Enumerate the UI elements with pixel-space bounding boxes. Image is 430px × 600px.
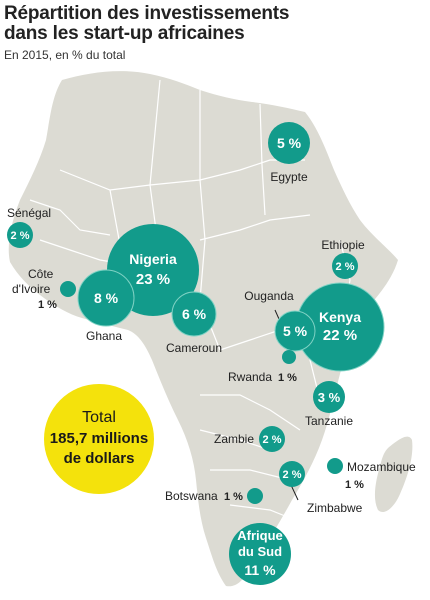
senegal-circle [7, 222, 33, 248]
tanzanie-circle [313, 381, 345, 413]
nigeria-name: Nigeria [129, 251, 177, 267]
ouganda-name: Ouganda [244, 289, 294, 303]
ouganda-pct: 5 % [283, 323, 308, 339]
bubble-ghana: 8 % Ghana [77, 269, 135, 343]
bubble-zambie: 2 % Zambie [214, 426, 285, 452]
total-value-line1: 185,7 millions [50, 430, 148, 447]
bubble-cote-divoire: Côte d'Ivoire 1 % [12, 267, 76, 311]
bubble-kenya: Kenya 22 % [295, 282, 385, 372]
kenya-pct: 22 % [323, 327, 357, 344]
tanzanie-pct: 3 % [318, 390, 341, 405]
ouganda-circle [274, 310, 316, 352]
botswana-pct: 1 % [224, 491, 243, 503]
zambie-name: Zambie [214, 432, 254, 446]
cote-divoire-name-line2: d'Ivoire [12, 282, 51, 296]
egypte-name: Egypte [270, 170, 308, 184]
ethiopie-circle [332, 253, 358, 279]
mozambique-circle [327, 458, 343, 474]
bubble-rwanda: Rwanda 1 % [228, 350, 297, 384]
zambie-circle [259, 426, 285, 452]
kenya-name: Kenya [319, 309, 361, 325]
total-label: Total [82, 409, 116, 426]
botswana-circle [247, 488, 263, 504]
cameroun-circle [171, 291, 217, 337]
cote-divoire-circle [60, 281, 76, 297]
botswana-name: Botswana [165, 489, 218, 503]
bubble-botswana: Botswana 1 % [165, 488, 263, 504]
cameroun-name: Cameroun [166, 341, 222, 355]
cote-divoire-pct: 1 % [38, 299, 57, 311]
bubble-afrique-du-sud: Afrique du Sud 11 % [229, 523, 291, 585]
afrique-du-sud-name-line2: du Sud [238, 544, 282, 559]
mozambique-pct: 1 % [345, 479, 364, 491]
bubble-senegal: 2 % Sénégal [7, 206, 51, 248]
zimbabwe-pct: 2 % [283, 469, 302, 481]
egypte-pct: 5 % [277, 135, 302, 151]
senegal-name: Sénégal [7, 206, 51, 220]
afrique-du-sud-pct: 11 % [244, 562, 276, 578]
senegal-pct: 2 % [11, 230, 30, 242]
rwanda-name: Rwanda [228, 370, 272, 384]
title-line2: dans les start-up africaines [4, 23, 245, 44]
rwanda-pct: 1 % [278, 372, 297, 384]
total-value-line2: de dollars [64, 450, 135, 467]
zimbabwe-leader-line [290, 484, 299, 501]
bubble-cameroun: 6 % Cameroun [166, 291, 222, 355]
total-badge: Total 185,7 millions de dollars [44, 384, 154, 494]
ghana-circle [77, 269, 135, 327]
madagascar-landmass [374, 436, 413, 513]
tanzanie-name: Tanzanie [305, 414, 353, 428]
rwanda-circle [282, 350, 296, 364]
bubble-ouganda: 5 % Ouganda [244, 289, 316, 352]
title-line1: Répartition des investissements [4, 3, 290, 24]
bubble-tanzanie: 3 % Tanzanie [305, 381, 353, 428]
bubble-mozambique: Mozambique 1 % [327, 458, 416, 491]
ghana-name: Ghana [86, 329, 122, 343]
map-header: Répartition des investissements dans les… [4, 3, 290, 63]
zimbabwe-circle [279, 461, 305, 487]
subtitle: En 2015, en % du total [4, 48, 126, 62]
zambie-pct: 2 % [263, 434, 282, 446]
egypte-circle [268, 122, 310, 164]
bubble-zimbabwe: 2 % Zimbabwe [279, 461, 363, 515]
cote-divoire-name-line1: Côte [28, 267, 54, 281]
mozambique-name: Mozambique [347, 460, 416, 474]
bubble-ethiopie: 2 % Ethiopie [321, 238, 365, 279]
nigeria-pct: 23 % [136, 271, 170, 288]
ghana-pct: 8 % [94, 290, 119, 306]
afrique-du-sud-circle [229, 523, 291, 585]
cameroun-pct: 6 % [182, 306, 207, 322]
total-circle [44, 384, 154, 494]
ethiopie-pct: 2 % [336, 261, 355, 273]
zimbabwe-name: Zimbabwe [307, 501, 363, 515]
afrique-du-sud-name-line1: Afrique [237, 528, 283, 543]
bubble-egypte: 5 % Egypte [268, 122, 310, 184]
ethiopie-name: Ethiopie [321, 238, 365, 252]
